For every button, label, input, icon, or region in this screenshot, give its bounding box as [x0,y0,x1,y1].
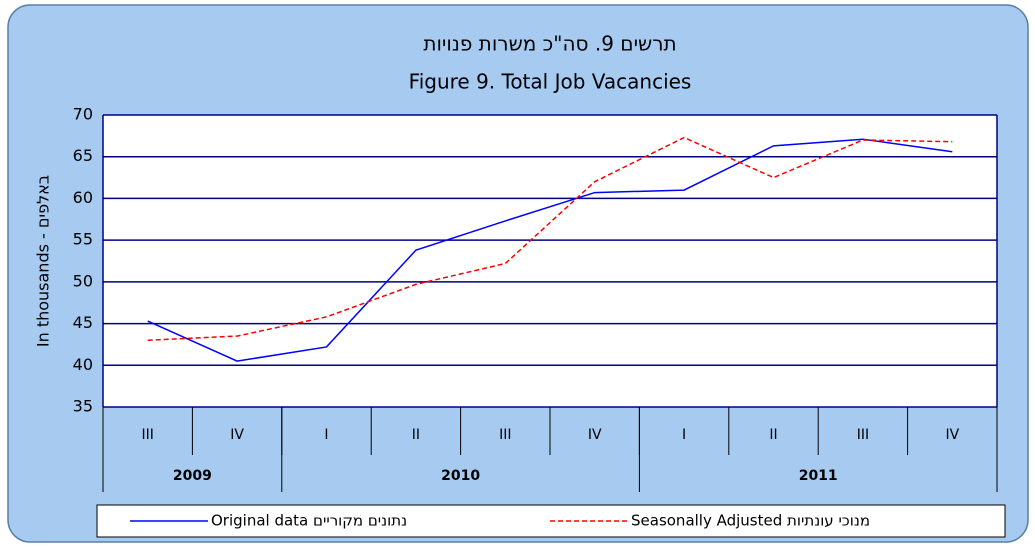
y-tick-label: 70 [73,105,93,124]
y-tick-label: 60 [73,188,93,207]
x-tick-label: I [682,427,686,443]
y-tick-label: 65 [73,146,93,165]
chart-subtitle: Figure 9. Total Job Vacancies [409,70,692,94]
x-tick-label: III [499,427,511,443]
x-tick-label: III [857,427,869,443]
chart-title: תרשים 9. סה"כ משרות פנויות [423,32,676,56]
y-tick-label: 45 [73,313,93,332]
y-axis-label: In thousands - באלפים [34,175,53,347]
group-label: 2011 [799,468,838,484]
y-tick-label: 35 [73,397,93,416]
x-tick-label: III [142,427,154,443]
x-tick-label: IV [588,427,602,443]
y-tick-label: 40 [73,355,93,374]
x-tick-label: II [412,427,420,443]
plot-area [103,115,997,407]
legend-label: Seasonally Adjusted מנוכי עונתיות [631,512,870,530]
x-tick-label: IV [945,427,959,443]
series-line [147,136,953,342]
y-tick-label: 55 [73,230,93,249]
group-label: 2010 [441,468,480,484]
x-tick-label: I [324,427,328,443]
group-label: 2009 [173,468,212,484]
x-tick-label: II [769,427,777,443]
x-tick-label: IV [230,427,244,443]
series-line [147,138,953,362]
y-tick-label: 50 [73,271,93,290]
legend-label: Original data נתונים מקוריים [211,512,407,530]
